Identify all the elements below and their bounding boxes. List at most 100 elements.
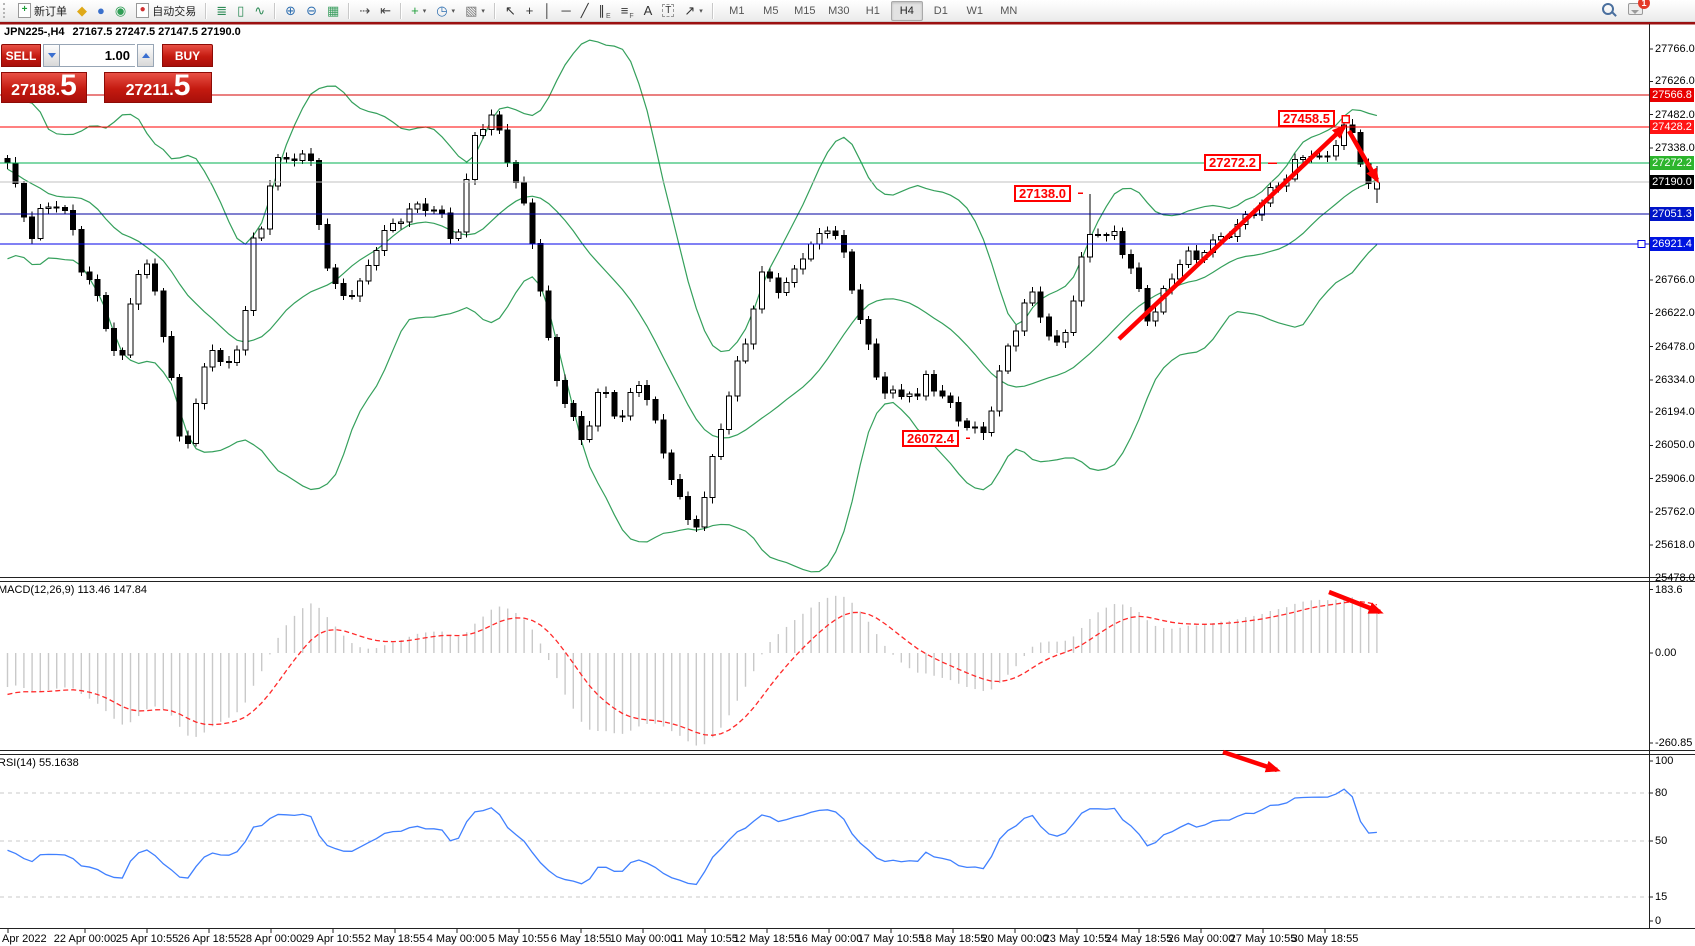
cursor-button-icon: ↖ — [504, 3, 516, 18]
down-arrow-icon — [47, 53, 56, 58]
rsi-axis-label: 0 — [1655, 915, 1662, 927]
sell-button[interactable]: SELL — [1, 44, 41, 67]
date-label: 30 May 18:55 — [1291, 933, 1359, 945]
price-axis-label: 25478.0 — [1655, 571, 1695, 584]
rsi-pane-series — [0, 788, 1649, 898]
timeframe-d1[interactable]: D1 — [933, 4, 948, 17]
fibonacci-button-icon: ≡ — [620, 3, 629, 18]
bar-chart-button-icon: ≣ — [216, 3, 228, 18]
annotation-anchors — [7, 48, 1653, 933]
dropdown-arrow-icon: ▾ — [451, 7, 456, 15]
zoom-out-button[interactable]: ⊖ — [302, 0, 321, 21]
candlestick-chart-button-icon: ▯ — [237, 3, 245, 18]
sell-price-main: 27188 — [11, 82, 56, 99]
pane-borders — [0, 22, 1695, 929]
macd-pane-series — [6, 595, 1378, 746]
vertical-line-button[interactable]: │ — [539, 0, 555, 21]
dropdown-arrow-icon: ▾ — [699, 7, 703, 15]
signals-icon-button-icon: ◉ — [114, 3, 127, 18]
text-label-button[interactable]: T — [658, 0, 678, 21]
date-label: 23 May 10:55 — [1043, 933, 1111, 945]
signals-icon-button[interactable]: ◉ — [111, 0, 130, 21]
fibonacci-button[interactable]: ≡ F — [617, 0, 638, 21]
timeframe-m30[interactable]: M30 — [828, 4, 850, 17]
label-27272[interactable]: 27272.2 — [1204, 154, 1261, 171]
timeframe-m5[interactable]: M5 — [763, 4, 779, 17]
buy-price-main: 27211 — [125, 82, 170, 99]
crosshair-button-icon: + — [525, 3, 534, 18]
buy-button[interactable]: BUY — [162, 44, 213, 67]
zoom-in-button-icon: ⊕ — [285, 3, 297, 18]
autotrading-button-label: 自动交易 — [152, 5, 197, 18]
periods-button[interactable]: ◷ ▾ — [432, 0, 459, 21]
metaquotes-icon-button[interactable]: ◆ — [73, 0, 91, 21]
horizontal-level-lines[interactable] — [0, 94, 1649, 249]
price-axis-label: 25762.0 — [1655, 505, 1695, 518]
timeframe-mn[interactable]: MN — [1000, 4, 1018, 17]
label-27458[interactable]: 27458.5 — [1278, 110, 1335, 127]
timeframe-m1[interactable]: M1 — [729, 4, 745, 17]
bar-chart-button[interactable]: ≣ — [212, 0, 231, 21]
horizontal-line-button[interactable]: ─ — [558, 0, 575, 21]
arrows-tool-button[interactable]: ↗ ▾ — [680, 0, 706, 21]
price-axis-label: 27766.0 — [1655, 43, 1695, 55]
text-button[interactable]: A — [640, 0, 657, 21]
timeframe-h4[interactable]: H4 — [890, 0, 923, 21]
equidistant-channel-button-subscript: E — [606, 13, 611, 20]
one-click-trading-panel: SELL 1.00 BUY 27188. 5 27211. 5 — [1, 44, 213, 103]
line-chart-button[interactable]: ∿ — [250, 0, 269, 21]
equidistant-channel-button[interactable]: ∥ E — [595, 0, 615, 21]
timeframe-h1[interactable]: H1 — [865, 4, 880, 17]
price-axis-label: 26622.0 — [1655, 307, 1695, 320]
search-icon — [1602, 3, 1614, 15]
trendline-button-icon: ╱ — [580, 3, 589, 18]
toolbar-separator — [348, 2, 351, 19]
tile-windows-button[interactable]: ▦ — [323, 0, 343, 21]
zoom-out-button-icon: ⊖ — [306, 3, 317, 18]
auto-scroll-button[interactable]: ⇢ — [355, 0, 374, 21]
new-chart-button[interactable]: + ▾ — [407, 0, 430, 21]
volume-increase-button[interactable] — [137, 44, 154, 67]
symbol-period-label: JPN225-,H4 — [4, 26, 65, 38]
chat-button[interactable]: 1 — [1628, 0, 1650, 18]
search-button[interactable] — [1602, 3, 1614, 18]
date-label: 26 May 00:00 — [1167, 933, 1235, 945]
new-order-button-label: 新订单 — [34, 5, 67, 18]
community-icon-button[interactable]: ● — [93, 0, 109, 21]
date-label: 11 May 10:55 — [672, 933, 738, 945]
label-27138[interactable]: 27138.0 — [1014, 185, 1071, 202]
label-26072[interactable]: 26072.4 — [902, 430, 959, 447]
cursor-button[interactable]: ↖ — [501, 0, 520, 21]
chart-canvas[interactable] — [0, 22, 1695, 946]
chart-shift-button-icon: ⇤ — [380, 3, 392, 18]
date-label: 27 May 10:55 — [1229, 933, 1297, 945]
date-label: 16 May 00:00 — [795, 933, 863, 945]
timeframe-m15[interactable]: M15 — [794, 4, 816, 17]
volume-decrease-button[interactable] — [43, 44, 60, 67]
toolbar-drag-handle[interactable] — [3, 3, 10, 18]
date-label: 26 Apr 18:55 — [177, 933, 241, 945]
templates-button[interactable]: ▧ ▾ — [461, 0, 489, 21]
price-axis-label: 26050.0 — [1655, 439, 1695, 452]
sell-price-display[interactable]: 27188. 5 — [1, 71, 87, 103]
new-order-button[interactable]: + 新订单 — [14, 0, 71, 21]
buy-price-display[interactable]: 27211. 5 — [104, 71, 212, 103]
price-axis-label: 26766.0 — [1655, 274, 1695, 286]
volume-input[interactable]: 1.00 — [60, 44, 135, 67]
trend-arrows[interactable] — [1117, 124, 1384, 773]
chart-shift-button[interactable]: ⇤ — [376, 0, 395, 21]
timeframe-w1[interactable]: W1 — [966, 4, 984, 17]
price-axis-label: 26478.0 — [1655, 340, 1695, 353]
up-arrow-icon — [141, 53, 150, 58]
autotrading-button[interactable]: ● 自动交易 — [132, 0, 200, 21]
date-label: 25 Apr 10:55 — [115, 933, 179, 945]
trendline-button[interactable]: ╱ — [577, 0, 593, 21]
candlestick-chart-button[interactable]: ▯ — [233, 0, 248, 21]
crosshair-button[interactable]: + — [522, 0, 538, 21]
date-label: Apr 2022 — [2, 933, 47, 945]
zoom-in-button[interactable]: ⊕ — [281, 0, 300, 21]
rsi-axis-label: 80 — [1655, 787, 1668, 799]
arrows-tool-button-icon: ↗ — [684, 3, 696, 18]
price-axis-label: 27626.0 — [1655, 75, 1695, 88]
periods-button-icon: ◷ — [436, 3, 448, 18]
